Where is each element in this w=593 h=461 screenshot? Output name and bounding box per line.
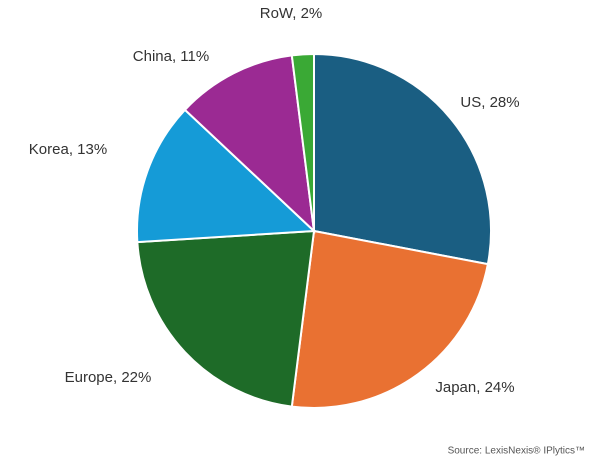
pie-slice <box>136 229 316 408</box>
pie-slice <box>290 52 315 232</box>
slice-label: Korea, 13% <box>29 141 107 158</box>
pie-slice <box>136 108 317 244</box>
source-note: Source: LexisNexis® IPlytics™ <box>448 446 585 457</box>
slice-label: RoW, 2% <box>260 5 323 22</box>
pie-slice <box>290 229 490 409</box>
slice-label: US, 28% <box>460 94 519 111</box>
slice-label: China, 11% <box>133 48 209 65</box>
slice-label: Europe, 22% <box>65 369 152 386</box>
slice-label: Japan, 24% <box>435 379 514 396</box>
pie-slice <box>183 54 316 234</box>
pie <box>136 52 492 409</box>
pie-slice <box>313 52 492 266</box>
